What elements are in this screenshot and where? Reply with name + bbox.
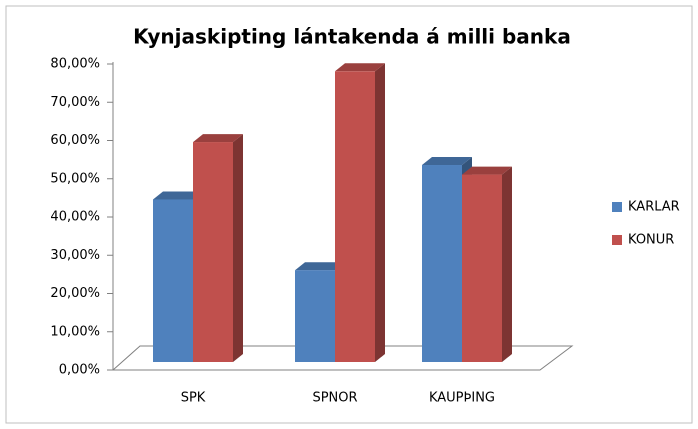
y-tick-label: 70,00%	[50, 95, 100, 110]
x-tick-label: KAUPÞING	[429, 391, 495, 406]
y-tick-label: 10,00%	[50, 324, 100, 339]
bar	[193, 142, 233, 362]
x-tick-label: SPK	[181, 391, 206, 406]
bar	[335, 71, 375, 363]
y-tick-label: 50,00%	[50, 171, 100, 186]
bar-side	[502, 166, 512, 362]
x-tick-label: SPNOR	[312, 391, 357, 406]
floor	[111, 345, 574, 371]
legend-label: KONUR	[628, 233, 674, 248]
bar-side	[375, 63, 385, 363]
bar-top	[153, 191, 203, 200]
bar	[462, 174, 502, 362]
y-tick-label: 40,00%	[50, 210, 100, 225]
bar-top	[193, 134, 243, 143]
legend-swatch	[612, 235, 622, 245]
y-tick-label: 30,00%	[50, 248, 100, 263]
legend-label: KARLAR	[628, 200, 680, 215]
y-tick-label: 0,00%	[59, 363, 100, 378]
bar	[153, 199, 193, 362]
y-tick-label: 60,00%	[50, 133, 100, 148]
bar-top	[295, 262, 345, 271]
bar-top	[335, 63, 385, 72]
y-tick-label: 20,00%	[50, 286, 100, 301]
bar	[295, 270, 335, 362]
chart-title: Kynjaskipting lántakenda á milli banka	[133, 25, 571, 49]
bar-top	[422, 157, 472, 166]
y-tick-label: 80,00%	[50, 57, 100, 72]
bar-top	[462, 166, 512, 175]
bar	[422, 165, 462, 362]
bar-side	[233, 134, 243, 362]
legend-swatch	[612, 202, 622, 212]
